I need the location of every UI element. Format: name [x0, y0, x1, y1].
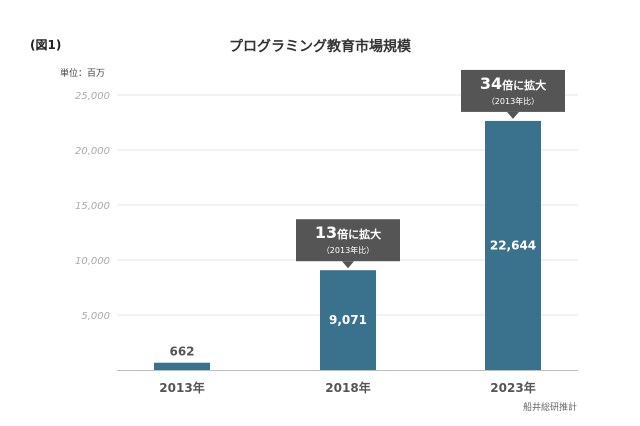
y-tick-label: 25,000: [75, 91, 110, 102]
bars: 662 9,071 22,644: [154, 120, 541, 370]
callout-pointer: [507, 111, 519, 119]
y-tick-label: 20,000: [75, 146, 110, 157]
chart-title: プログラミング教育市場規模: [229, 38, 412, 55]
x-tick-label: 2023年: [490, 380, 535, 395]
callouts: 13倍に拡大（2013年比）34倍に拡大（2013年比）: [296, 69, 565, 269]
callout-box: [461, 69, 565, 112]
callout-pointer: [342, 261, 354, 269]
x-tick-label: 2013年: [159, 380, 204, 395]
bar: [154, 362, 210, 370]
figure-label: (図1): [30, 38, 61, 52]
bar-value-label: 22,644: [490, 238, 536, 252]
y-tick-label: 10,000: [75, 256, 110, 267]
bar-value-label: 9,071: [329, 313, 367, 327]
callout-headline: 34倍に拡大: [480, 74, 546, 93]
callout-suffix: 倍に拡大: [502, 78, 546, 92]
bar: [320, 270, 376, 370]
callout: 34倍に拡大 （2013年比）: [461, 69, 565, 119]
bar: [485, 120, 541, 370]
x-axis: 2013年 2018年 2023年: [117, 370, 578, 395]
y-tick-label: 15,000: [75, 201, 110, 212]
callout-multiplier: 34: [480, 74, 502, 93]
callout-suffix: 倍に拡大: [337, 227, 381, 241]
y-axis: 5,000 10,000 15,000 20,000 25,000: [75, 91, 110, 322]
x-tick-label: 2018年: [325, 380, 370, 395]
callout-subtext: （2013年比）: [322, 245, 374, 255]
source-note: 船井総研推計: [523, 401, 577, 413]
callout-multiplier: 13: [315, 223, 337, 242]
callout-subtext: （2013年比）: [487, 96, 539, 106]
callout-box: [296, 219, 400, 262]
unit-label: 単位：百万: [60, 67, 105, 79]
bar-value-label: 662: [169, 345, 194, 359]
callout: 13倍に拡大 （2013年比）: [296, 219, 400, 269]
callout-headline: 13倍に拡大: [315, 223, 381, 242]
y-tick-label: 5,000: [81, 311, 110, 322]
